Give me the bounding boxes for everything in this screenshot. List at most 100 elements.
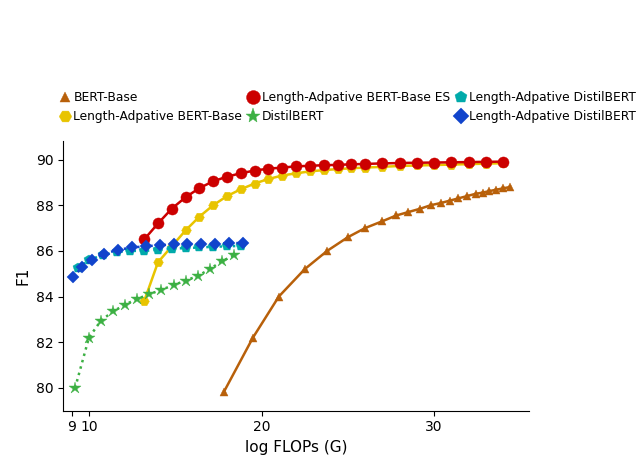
- Length-Adpative BERT-Base ES: [396, 160, 403, 166]
- Length-Adpative DistilBERT ES: [184, 241, 191, 247]
- Length-Adpative DistilBERT ES: [156, 243, 164, 248]
- Length-Adpative DistilBERT ES: [78, 264, 86, 270]
- Length-Adpative BERT-Base ES: [482, 159, 490, 164]
- Length-Adpative DistilBERT ES: [70, 274, 77, 280]
- Length-Adpative DistilBERT: [113, 249, 120, 255]
- Length-Adpative BERT-Base: [333, 166, 341, 172]
- Length-Adpative BERT-Base: [292, 171, 300, 176]
- Length-Adpative BERT-Base: [278, 172, 286, 178]
- Legend: BERT-Base, Length-Adpative BERT-Base, Length-Adpative BERT-Base ES, DistilBERT, : BERT-Base, Length-Adpative BERT-Base, Le…: [60, 91, 640, 123]
- Length-Adpative DistilBERT ES: [225, 241, 232, 246]
- Length-Adpative BERT-Base: [196, 214, 204, 219]
- Length-Adpative BERT-Base ES: [378, 161, 386, 166]
- Length-Adpative BERT-Base ES: [292, 164, 300, 169]
- Length-Adpative DistilBERT ES: [239, 240, 246, 246]
- Line: Length-Adpative DistilBERT: Length-Adpative DistilBERT: [73, 241, 246, 273]
- Length-Adpative DistilBERT: [99, 252, 107, 258]
- Length-Adpative DistilBERT ES: [88, 257, 96, 262]
- Length-Adpative BERT-Base ES: [237, 171, 244, 176]
- Length-Adpative BERT-Base: [306, 169, 314, 174]
- Length-Adpative BERT-Base: [482, 161, 490, 166]
- Length-Adpative BERT-Base ES: [154, 221, 162, 227]
- DistilBERT: [97, 318, 105, 323]
- Length-Adpative BERT-Base: [320, 167, 328, 173]
- BERT-Base: [499, 186, 507, 191]
- BERT-Base: [323, 248, 331, 254]
- Length-Adpative BERT-Base: [396, 163, 403, 169]
- Length-Adpative BERT-Base: [264, 176, 272, 182]
- Length-Adpative DistilBERT ES: [100, 251, 108, 257]
- DistilBERT: [133, 296, 141, 302]
- Length-Adpative BERT-Base: [447, 162, 455, 167]
- Length-Adpative DistilBERT: [209, 244, 217, 250]
- BERT-Base: [404, 209, 412, 215]
- BERT-Base: [249, 335, 257, 340]
- Length-Adpative DistilBERT: [196, 245, 204, 251]
- Length-Adpative BERT-Base ES: [306, 163, 314, 169]
- DistilBERT: [145, 291, 153, 297]
- Length-Adpative BERT-Base ES: [362, 161, 369, 167]
- Length-Adpative BERT-Base ES: [430, 160, 438, 165]
- DistilBERT: [85, 335, 93, 340]
- Line: Length-Adpative DistilBERT ES: Length-Adpative DistilBERT ES: [69, 239, 247, 282]
- Length-Adpative DistilBERT ES: [142, 243, 150, 249]
- Length-Adpative DistilBERT: [127, 248, 134, 254]
- Length-Adpative BERT-Base ES: [223, 174, 231, 180]
- Line: BERT-Base: BERT-Base: [220, 183, 514, 396]
- BERT-Base: [427, 203, 435, 208]
- BERT-Base: [479, 190, 486, 196]
- BERT-Base: [454, 196, 462, 201]
- Length-Adpative BERT-Base ES: [348, 162, 355, 167]
- DistilBERT: [206, 266, 214, 272]
- Length-Adpative DistilBERT: [140, 248, 148, 254]
- Length-Adpative BERT-Base ES: [333, 162, 341, 168]
- BERT-Base: [446, 198, 454, 204]
- Line: Length-Adpative BERT-Base: Length-Adpative BERT-Base: [140, 158, 508, 306]
- Line: DistilBERT: DistilBERT: [69, 249, 240, 394]
- Length-Adpative DistilBERT: [168, 246, 175, 251]
- Length-Adpative DistilBERT: [154, 247, 162, 252]
- Y-axis label: F1: F1: [15, 267, 30, 285]
- Length-Adpative BERT-Base ES: [447, 159, 455, 165]
- Length-Adpative BERT-Base: [465, 161, 472, 167]
- Length-Adpative DistilBERT: [85, 257, 93, 263]
- Length-Adpative BERT-Base ES: [251, 168, 259, 173]
- Length-Adpative BERT-Base: [430, 162, 438, 168]
- Length-Adpative BERT-Base: [223, 193, 231, 199]
- BERT-Base: [301, 266, 308, 272]
- Length-Adpative DistilBERT ES: [211, 241, 219, 246]
- Length-Adpative BERT-Base ES: [499, 159, 507, 164]
- Length-Adpative DistilBERT: [223, 243, 231, 249]
- Length-Adpative BERT-Base: [378, 164, 386, 170]
- Length-Adpative BERT-Base ES: [413, 160, 420, 165]
- DistilBERT: [170, 282, 177, 288]
- Length-Adpative BERT-Base: [413, 163, 420, 168]
- Length-Adpative BERT-Base: [154, 259, 162, 265]
- Length-Adpative BERT-Base ES: [320, 163, 328, 168]
- Length-Adpative BERT-Base: [251, 180, 259, 186]
- Length-Adpative BERT-Base: [362, 164, 369, 170]
- BERT-Base: [486, 188, 493, 194]
- Length-Adpative DistilBERT ES: [170, 242, 177, 247]
- DistilBERT: [122, 302, 129, 307]
- DistilBERT: [218, 258, 226, 264]
- BERT-Base: [437, 200, 445, 206]
- Line: Length-Adpative BERT-Base ES: Length-Adpative BERT-Base ES: [139, 156, 509, 245]
- BERT-Base: [493, 187, 500, 193]
- BERT-Base: [378, 219, 386, 224]
- Length-Adpative BERT-Base ES: [140, 237, 148, 243]
- Length-Adpative DistilBERT ES: [115, 247, 122, 252]
- Length-Adpative BERT-Base ES: [168, 206, 175, 212]
- DistilBERT: [157, 287, 165, 292]
- DistilBERT: [109, 309, 117, 314]
- Length-Adpative BERT-Base: [182, 227, 189, 233]
- Length-Adpative BERT-Base ES: [209, 179, 217, 184]
- BERT-Base: [344, 235, 352, 240]
- Length-Adpative DistilBERT: [237, 243, 244, 249]
- Length-Adpative BERT-Base ES: [278, 164, 286, 170]
- DistilBERT: [71, 385, 79, 391]
- Length-Adpative BERT-Base ES: [465, 159, 472, 165]
- Length-Adpative BERT-Base: [209, 203, 217, 208]
- BERT-Base: [472, 191, 479, 196]
- Length-Adpative DistilBERT: [182, 245, 189, 251]
